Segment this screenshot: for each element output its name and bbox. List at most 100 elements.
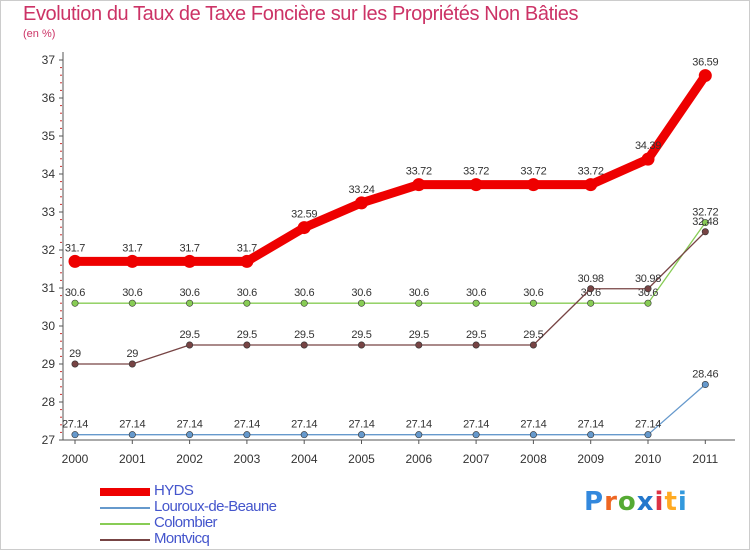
x-tick-label: 2006 — [405, 452, 432, 466]
data-label-colombier: 30.6 — [65, 287, 85, 299]
x-tick-label: 2000 — [62, 452, 89, 466]
data-label-hyds: 31.7 — [179, 242, 199, 254]
data-label-louroux-de-beaune: 27.14 — [234, 419, 260, 431]
legend-swatch — [100, 539, 150, 541]
data-label-montvicq: 30.98 — [635, 273, 661, 285]
data-point-colombier — [128, 299, 136, 307]
data-label-montvicq: 30.98 — [578, 273, 604, 285]
x-tick-label: 2001 — [119, 452, 146, 466]
data-label-colombier: 30.6 — [351, 287, 371, 299]
data-label-hyds: 33.72 — [578, 166, 604, 178]
data-point-louroux-de-beaune — [529, 431, 537, 439]
data-point-colombier — [529, 299, 537, 307]
y-tick-label: 29 — [42, 357, 56, 371]
y-tick-label: 32 — [42, 243, 56, 257]
legend-label: Colombier — [154, 514, 218, 531]
x-tick-label: 2005 — [348, 452, 375, 466]
data-point-hyds — [183, 254, 197, 268]
data-label-hyds: 32.59 — [291, 209, 317, 221]
data-point-montvicq — [71, 360, 79, 368]
data-point-hyds — [698, 69, 712, 83]
data-label-montvicq: 32.48 — [692, 216, 718, 228]
data-label-louroux-de-beaune: 27.14 — [348, 419, 374, 431]
data-point-montvicq — [701, 228, 709, 236]
data-point-louroux-de-beaune — [415, 431, 423, 439]
x-tick-label: 2007 — [463, 452, 490, 466]
y-tick-label: 28 — [42, 395, 56, 409]
y-tick-label: 34 — [42, 167, 56, 181]
y-tick-label: 31 — [42, 281, 56, 295]
data-label-colombier: 30.6 — [466, 287, 486, 299]
data-label-montvicq: 29.5 — [351, 329, 371, 341]
data-label-hyds: 33.72 — [463, 166, 489, 178]
data-label-colombier: 30.6 — [581, 287, 601, 299]
data-label-louroux-de-beaune: 27.14 — [463, 419, 489, 431]
logo-letter: x — [636, 487, 655, 517]
x-tick-label: 2008 — [520, 452, 547, 466]
data-point-hyds — [469, 178, 483, 192]
data-label-louroux-de-beaune: 27.14 — [520, 419, 546, 431]
data-point-louroux-de-beaune — [701, 381, 709, 389]
data-label-colombier: 30.6 — [122, 287, 142, 299]
data-label-colombier: 30.6 — [523, 287, 543, 299]
data-point-hyds — [297, 221, 311, 235]
data-point-hyds — [526, 178, 540, 192]
data-label-hyds: 33.72 — [520, 166, 546, 178]
data-point-montvicq — [587, 285, 595, 293]
data-label-colombier: 30.6 — [179, 287, 199, 299]
data-label-montvicq: 29.5 — [294, 329, 314, 341]
data-label-hyds: 31.7 — [122, 242, 142, 254]
legend-swatch — [100, 507, 150, 509]
data-label-montvicq: 29.5 — [237, 329, 257, 341]
data-point-colombier — [71, 299, 79, 307]
legend-label: Louroux-de-Beaune — [154, 498, 277, 515]
data-point-montvicq — [529, 341, 537, 349]
data-label-colombier: 30.6 — [294, 287, 314, 299]
x-tick-label: 2011 — [692, 452, 718, 466]
data-point-hyds — [125, 254, 139, 268]
data-label-colombier: 30.6 — [409, 287, 429, 299]
data-label-colombier: 32.72 — [692, 207, 718, 219]
proxiti-logo: Proxiti — [584, 487, 688, 517]
data-point-colombier — [357, 299, 365, 307]
series-line-montvicq — [74, 231, 706, 365]
data-point-louroux-de-beaune — [472, 431, 480, 439]
data-label-hyds: 31.7 — [237, 242, 257, 254]
data-point-colombier — [243, 299, 251, 307]
data-label-louroux-de-beaune: 27.14 — [62, 419, 88, 431]
data-point-colombier — [415, 299, 423, 307]
data-point-montvicq — [472, 341, 480, 349]
data-point-montvicq — [243, 341, 251, 349]
data-point-montvicq — [644, 285, 652, 293]
data-label-louroux-de-beaune: 27.14 — [119, 419, 145, 431]
data-point-montvicq — [300, 341, 308, 349]
x-tick-label: 2002 — [176, 452, 203, 466]
data-point-louroux-de-beaune — [300, 431, 308, 439]
logo-letter: P — [584, 487, 605, 517]
series-line-hyds — [70, 71, 710, 266]
data-point-louroux-de-beaune — [644, 431, 652, 439]
data-point-montvicq — [128, 360, 136, 368]
chart-subtitle: (en %) — [23, 28, 56, 40]
data-point-hyds — [355, 196, 368, 210]
data-point-louroux-de-beaune — [357, 431, 365, 439]
data-point-louroux-de-beaune — [71, 431, 79, 439]
data-point-louroux-de-beaune — [587, 431, 595, 439]
data-point-colombier — [186, 299, 194, 307]
legend-swatch — [100, 523, 150, 525]
data-point-colombier — [701, 219, 709, 227]
y-tick-label: 33 — [42, 205, 56, 219]
data-point-louroux-de-beaune — [186, 431, 194, 439]
data-label-colombier: 30.6 — [237, 287, 257, 299]
y-tick-label: 37 — [42, 53, 56, 67]
data-label-hyds: 34.39 — [635, 140, 661, 152]
y-tick-label: 36 — [42, 91, 56, 105]
data-point-louroux-de-beaune — [128, 431, 136, 439]
x-tick-label: 2004 — [291, 452, 318, 466]
data-label-louroux-de-beaune: 27.14 — [406, 419, 432, 431]
y-tick-label: 30 — [42, 319, 56, 333]
data-point-montvicq — [357, 341, 365, 349]
data-label-montvicq: 29.5 — [409, 329, 429, 341]
data-label-hyds: 33.24 — [348, 184, 374, 196]
